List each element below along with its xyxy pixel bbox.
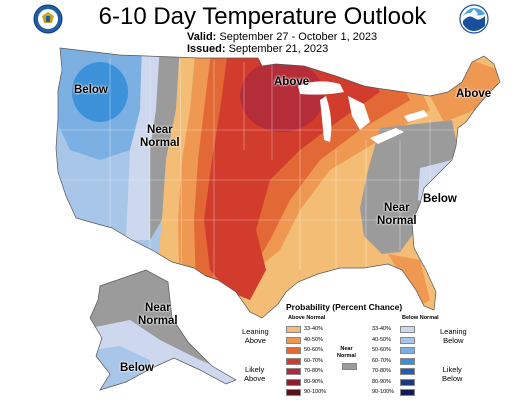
- doc-seal-logo: [33, 4, 63, 34]
- legend-likely-above: Likely Above: [244, 365, 266, 383]
- legend-above-swatch: [286, 378, 301, 386]
- valid-label: Valid:: [187, 31, 217, 43]
- valid-value: September 27 - October 1, 2023: [219, 31, 378, 43]
- legend-below-swatch: [400, 336, 415, 344]
- legend-near-normal-label: Near Normal: [337, 346, 356, 359]
- legend-above-range: 50-60%: [304, 347, 323, 353]
- near-normal-southeast-zone: [360, 120, 458, 254]
- alaska-outline: [89, 269, 237, 391]
- legend-below-range: 40-50%: [372, 336, 391, 343]
- legend-above-swatch: [286, 389, 301, 396]
- above-70-80-zone: [240, 60, 324, 132]
- legend-above-header: Above Normal: [288, 315, 326, 321]
- label-alaska-near-normal: Near Normal: [138, 302, 178, 327]
- legend-below-range: 80-90%: [372, 378, 391, 385]
- legend-leaning-below: Leaning Below: [440, 327, 467, 345]
- label-central-near-normal: Near Normal: [140, 124, 180, 149]
- legend-above-swatch: [286, 357, 301, 365]
- conus-outline: [55, 47, 501, 319]
- legend-above-range: 90-100%: [304, 389, 327, 395]
- issued-date: Issued: September 21, 2023: [187, 43, 328, 56]
- probability-legend: Probability (Percent Chance) Above Norma…: [240, 300, 472, 404]
- legend-below-swatch: [400, 326, 415, 333]
- legend-above-range: 33-40%: [304, 326, 323, 332]
- legend-above-range: 40-50%: [304, 336, 323, 343]
- legend-below-range: 70-80%: [372, 368, 391, 374]
- near-normal-central-band: [150, 48, 180, 240]
- noaa-logo: [459, 4, 489, 34]
- legend-above-range: 60-70%: [304, 357, 323, 364]
- legend-near-normal-swatch: [342, 363, 357, 370]
- legend-below-header: Below Normal: [402, 315, 439, 321]
- label-alaska-below: Below: [120, 362, 154, 374]
- legend-likely-below: Likely Below: [442, 365, 463, 383]
- label-midwest-above: Above: [274, 76, 310, 88]
- legend-below-range: 60-70%: [372, 357, 391, 364]
- state-boundaries: [60, 58, 460, 300]
- valid-dates: Valid: September 27 - October 1, 2023: [187, 31, 377, 44]
- above-40-50-northeast-zone: [430, 60, 500, 122]
- legend-below-swatch: [400, 389, 415, 396]
- legend-above-swatch: [286, 326, 301, 333]
- legend-above-range: 70-80%: [304, 368, 323, 374]
- issued-value: September 21, 2023: [228, 43, 329, 55]
- issued-label: Issued:: [187, 43, 226, 55]
- label-southeast-near-normal: Near Normal: [377, 202, 417, 227]
- legend-title: Probability (Percent Chance): [286, 302, 403, 312]
- label-west-below: Below: [74, 84, 108, 96]
- legend-below-swatch: [400, 378, 415, 386]
- label-southeast-below: Below: [423, 193, 457, 205]
- legend-below-swatch: [400, 368, 415, 375]
- legend-above-swatch: [286, 347, 301, 354]
- great-lakes: [298, 81, 428, 144]
- legend-below-range: 50-60%: [372, 347, 391, 353]
- legend-below-range: 90-100%: [372, 389, 395, 395]
- legend-leaning-above: Leaning Above: [242, 327, 269, 345]
- legend-below-range: 33-40%: [372, 326, 391, 332]
- below-33-40-band: [126, 48, 160, 240]
- legend-below-swatch: [400, 357, 415, 365]
- legend-above-range: 80-90%: [304, 378, 323, 385]
- label-northeast-above: Above: [456, 88, 492, 100]
- page-title: 6-10 Day Temperature Outlook: [98, 3, 427, 30]
- below-60-70-zone: [72, 62, 128, 122]
- legend-above-swatch: [286, 368, 301, 375]
- legend-above-swatch: [286, 336, 301, 344]
- legend-below-swatch: [400, 347, 415, 354]
